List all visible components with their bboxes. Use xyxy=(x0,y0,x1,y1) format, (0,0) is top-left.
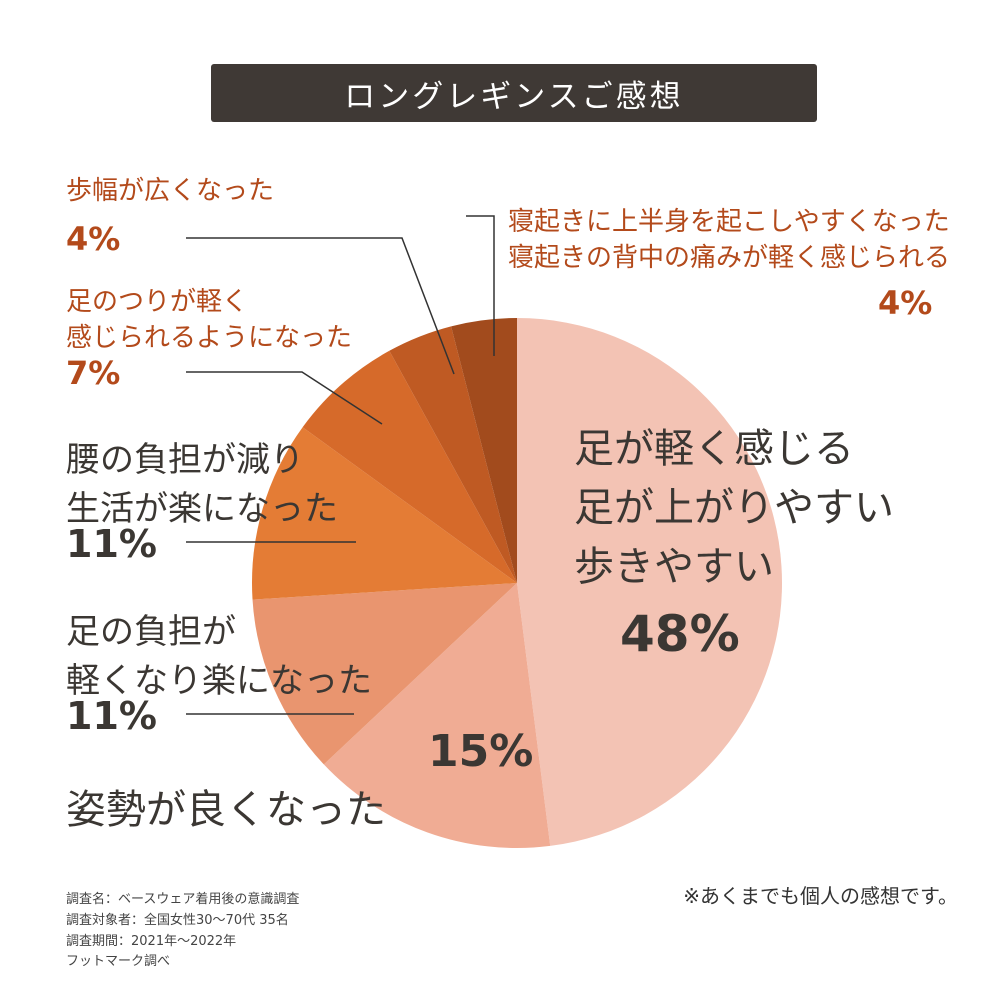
slice-label-line: 軽くなり楽になった xyxy=(66,661,372,702)
pie-slice-cramp xyxy=(302,350,517,583)
slice-label-stride: 歩幅が広くなった xyxy=(66,176,275,206)
footnote-line: 調査名：ベースウェア着用後の意識調査 xyxy=(66,892,300,907)
pie-slice-waist-burden xyxy=(252,427,518,600)
slice-label-line: 寝起きの背中の痛みが軽く感じられる xyxy=(508,243,951,274)
slice-value-foot-burden: 11% xyxy=(66,694,157,738)
slice-label-line: 歩きやすい xyxy=(574,544,774,591)
slice-label-line: 生活が楽になった xyxy=(66,489,338,530)
slice-value-posture: 15% xyxy=(428,726,534,777)
disclaimer-note: ※あくまでも個人の感想です。 xyxy=(683,884,958,908)
slice-label-wakeup: 寝起きに上半身を起こしやすくなった 寝起きの背中の痛みが軽く感じられる xyxy=(508,204,950,277)
slice-value-wakeup: 4% xyxy=(878,284,933,322)
footnote-line: フットマーク調べ xyxy=(66,954,171,970)
slice-label-line: 腰の負担が減り xyxy=(66,440,304,480)
slice-label-posture: 姿勢が良くなった xyxy=(66,787,386,833)
pie-slice-wakeup xyxy=(451,318,517,583)
pie-slice-stride xyxy=(389,326,517,583)
slice-label-foot-burden: 足の負担が 軽くなり楽になった xyxy=(66,608,372,707)
slice-value-stride: 4% xyxy=(66,220,121,258)
slice-label-cramp: 足のつりが軽く 感じられるようになった xyxy=(66,284,352,357)
slice-label-line: 足が軽く感じる xyxy=(574,426,854,472)
chart-title: ロングレギンスご感想 xyxy=(211,64,817,122)
pie-slice-posture xyxy=(323,583,551,848)
pie-slice-foot-burden xyxy=(252,583,517,765)
footnote-line: 調査対象者：全国女性30〜70代 35名 xyxy=(66,912,289,928)
pie-slice-light-feet xyxy=(517,318,783,846)
footnote-line: 調査期間：2021年〜2022年 xyxy=(66,933,237,949)
slice-label-line: 足のつりが軽く xyxy=(66,287,249,317)
slice-label-line: 感じられるようになった xyxy=(66,323,353,354)
slice-label-line: 足が上がりやすい xyxy=(574,485,894,532)
leader-line-cramp xyxy=(186,371,383,425)
slice-value-light-feet: 48% xyxy=(620,605,740,663)
leader-line-stride xyxy=(186,237,455,375)
slice-value-cramp: 7% xyxy=(66,354,121,392)
leader-line-wakeup xyxy=(466,215,495,356)
slice-value-waist-burden: 11% xyxy=(66,522,157,566)
slice-label-line: 寝起きに上半身を起こしやすくなった xyxy=(508,207,950,237)
slice-label-line: 足の負担が xyxy=(66,612,236,652)
survey-footnote: 調査名：ベースウェア着用後の意識調査 調査対象者：全国女性30〜70代 35名 … xyxy=(66,890,299,973)
slice-label-light-feet: 足が軽く感じる 足が上がりやすい 歩きやすい xyxy=(574,420,894,598)
slice-label-waist-burden: 腰の負担が減り 生活が楽になった xyxy=(66,436,338,535)
